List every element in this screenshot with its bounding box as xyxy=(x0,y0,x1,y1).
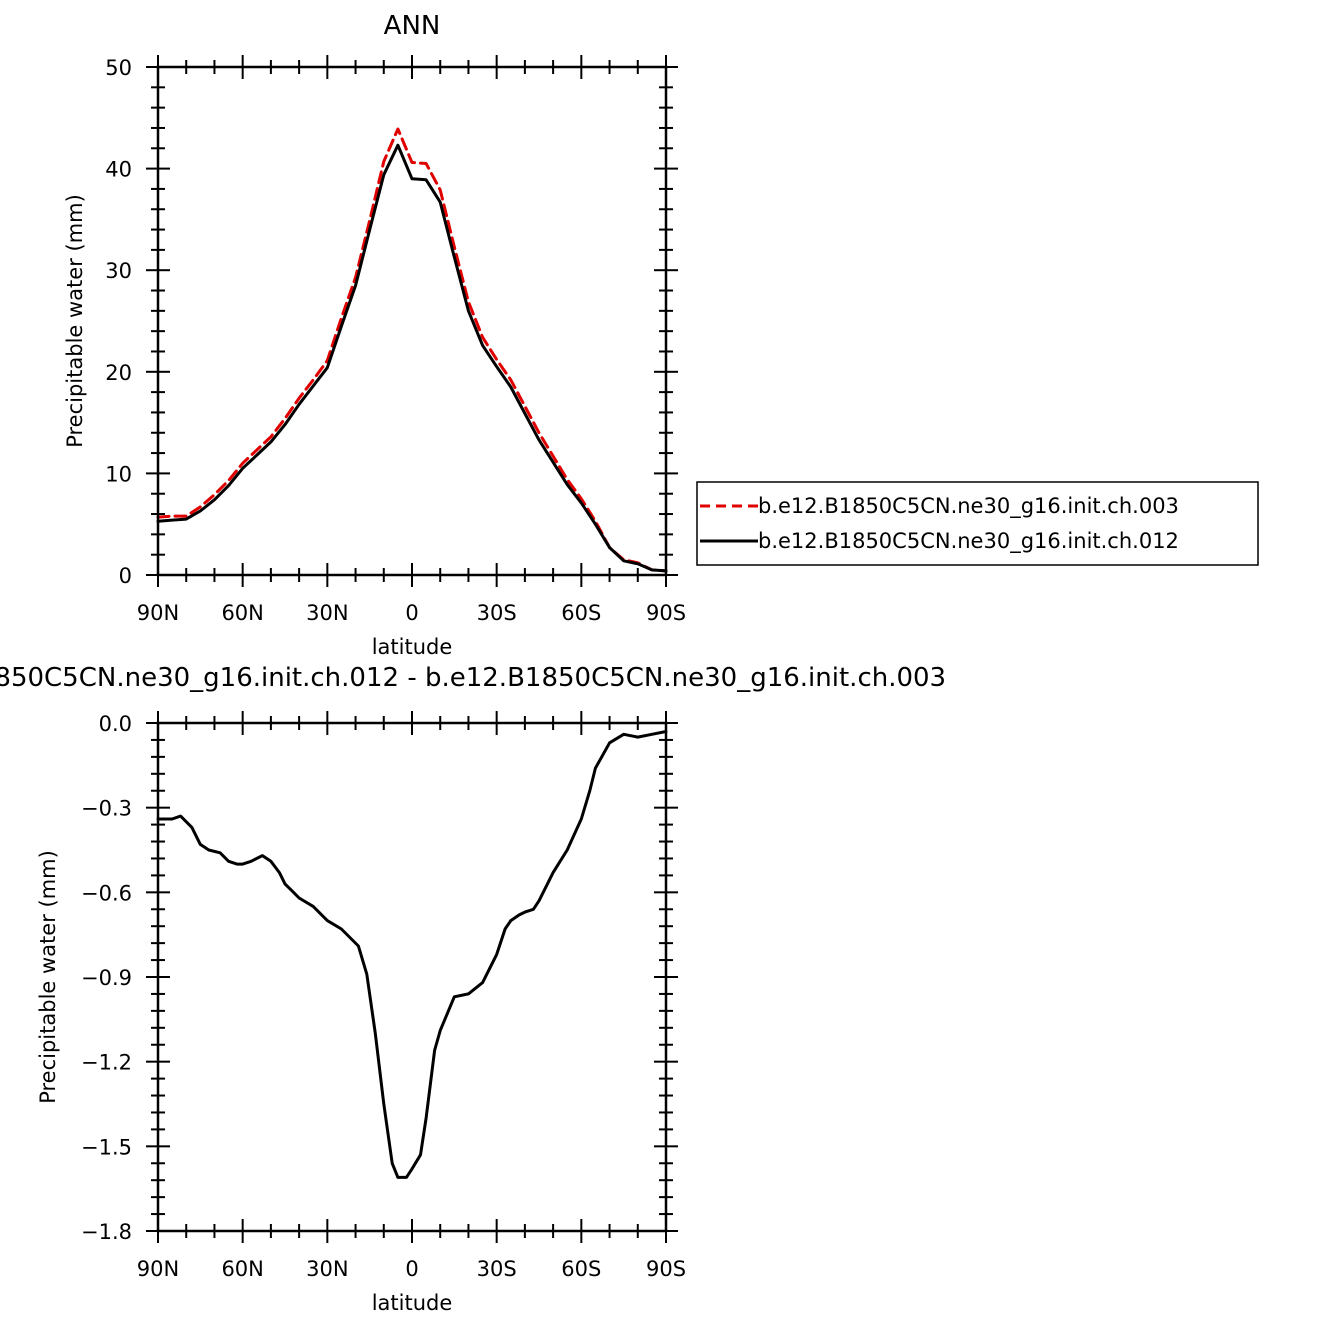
top-y-tick-label: 30 xyxy=(105,259,132,283)
top-y-tick-label: 40 xyxy=(105,158,132,182)
top-chart-title: ANN xyxy=(384,11,441,41)
bottom-axis-ticks: 90N 60N 30N 0 30S 60S 90S 0.0 −0.3 −0.6 −0.9 −1.2 −1… xyxy=(81,711,686,1281)
bottom-y-tick-label: −0.6 xyxy=(81,881,132,905)
top-x-tick-label: 30S xyxy=(477,601,517,625)
bottom-panel: b.e12.B1850C5CN.ne30_g16.init.ch.012 - b… xyxy=(0,663,946,1315)
legend: b.e12.B1850C5CN.ne30_g16.init.ch.003 b.e… xyxy=(696,481,1259,566)
legend-label-series-003: b.e12.B1850C5CN.ne30_g16.init.ch.003 xyxy=(758,494,1179,519)
bottom-x-axis-label: latitude xyxy=(372,1291,453,1315)
legend-box xyxy=(696,481,1259,566)
top-y-tick-label: 20 xyxy=(105,361,132,385)
top-x-tick-label: 90N xyxy=(137,601,179,625)
bottom-x-tick-label: 90S xyxy=(646,1257,686,1281)
bottom-y-tick-label: −1.8 xyxy=(81,1220,132,1244)
top-x-tick-label: 90S xyxy=(646,601,686,625)
bottom-y-tick-label: −1.2 xyxy=(81,1051,132,1075)
bottom-y-tick-label: −1.5 xyxy=(81,1135,132,1159)
bottom-x-tick-label: 0 xyxy=(405,1257,418,1281)
bottom-x-tick-label: 60N xyxy=(221,1257,263,1281)
bottom-plot-lines xyxy=(156,730,668,1179)
top-y-tick-label: 10 xyxy=(105,462,132,486)
bottom-series-line-0 xyxy=(156,730,668,1179)
top-axis-ticks: 90N 60N 30N 0 30S 60S 90S 0 10 20 30 40 50 xyxy=(105,55,686,625)
top-x-tick-label: 0 xyxy=(405,601,418,625)
top-plot-lines xyxy=(156,127,668,573)
top-x-tick-label: 30N xyxy=(306,601,348,625)
bottom-x-tick-label: 90N xyxy=(137,1257,179,1281)
top-series-line-1 xyxy=(156,143,668,573)
bottom-y-tick-label: 0.0 xyxy=(99,712,132,736)
top-plot-frame xyxy=(156,65,668,577)
legend-label-series-012: b.e12.B1850C5CN.ne30_g16.init.ch.012 xyxy=(758,529,1179,554)
top-x-tick-label: 60S xyxy=(561,601,601,625)
bottom-plot-frame xyxy=(156,721,668,1233)
top-panel: ANN 90N 60N 30N 0 30S 60S 90S 0 10 20 30 40 50 Preci… xyxy=(63,11,1259,659)
top-series-line-0 xyxy=(156,127,668,573)
bottom-x-tick-label: 60S xyxy=(561,1257,601,1281)
top-x-axis-label: latitude xyxy=(372,635,453,659)
top-x-tick-label: 60N xyxy=(221,601,263,625)
bottom-x-tick-label: 30N xyxy=(306,1257,348,1281)
top-y-tick-label: 0 xyxy=(119,564,132,588)
top-y-tick-label: 50 xyxy=(105,56,132,80)
bottom-y-tick-label: −0.9 xyxy=(81,966,132,990)
bottom-x-tick-label: 30S xyxy=(477,1257,517,1281)
bottom-chart-title: b.e12.B1850C5CN.ne30_g16.init.ch.012 - b… xyxy=(0,663,946,693)
top-y-axis-label: Precipitable water (mm) xyxy=(63,194,87,448)
bottom-y-tick-label: −0.3 xyxy=(81,797,132,821)
bottom-y-axis-label: Precipitable water (mm) xyxy=(36,850,60,1104)
